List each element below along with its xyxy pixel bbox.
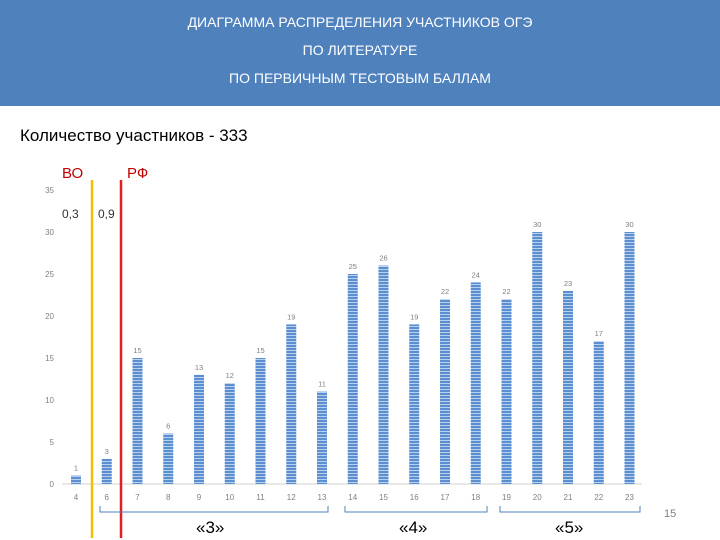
bar bbox=[255, 358, 266, 484]
bar-value-label: 17 bbox=[595, 329, 603, 338]
x-tick-label: 16 bbox=[410, 493, 419, 502]
bar-value-label: 22 bbox=[441, 287, 449, 296]
bar bbox=[224, 383, 235, 484]
bar-value-label: 6 bbox=[166, 422, 170, 431]
participants-count: Количество участников - 333 bbox=[20, 126, 248, 145]
bar bbox=[440, 299, 450, 484]
grade-bracket-3 bbox=[99, 506, 329, 513]
bar bbox=[163, 433, 174, 484]
y-tick-label: 35 bbox=[45, 186, 54, 195]
vo-label: ВО bbox=[62, 165, 83, 182]
bar-value-label: 26 bbox=[379, 254, 387, 263]
x-tick-label: 13 bbox=[318, 493, 327, 502]
vo-value-label: 0,3 bbox=[62, 207, 79, 221]
bar-value-label: 22 bbox=[502, 287, 510, 296]
bar-value-label: 30 bbox=[625, 220, 633, 229]
rf-label: РФ bbox=[127, 165, 148, 182]
x-tick-label: 15 bbox=[379, 493, 388, 502]
x-tick-label: 20 bbox=[533, 493, 542, 502]
bar bbox=[101, 458, 112, 484]
bar-value-label: 15 bbox=[256, 346, 264, 355]
x-tick-label: 6 bbox=[105, 493, 110, 502]
y-tick-label: 0 bbox=[50, 480, 55, 489]
bar-value-label: 12 bbox=[226, 371, 234, 380]
bar bbox=[347, 274, 358, 484]
x-tick-label: 9 bbox=[197, 493, 202, 502]
x-tick-label: 14 bbox=[348, 493, 357, 502]
bar bbox=[132, 358, 143, 484]
bar bbox=[501, 299, 512, 484]
x-tick-label: 17 bbox=[441, 493, 450, 502]
bar bbox=[563, 290, 573, 484]
grade-bracket-4 bbox=[344, 506, 488, 513]
page-number: 15 bbox=[664, 508, 677, 520]
y-tick-label: 10 bbox=[45, 396, 54, 405]
bar-value-label: 23 bbox=[564, 279, 572, 288]
x-tick-label: 7 bbox=[135, 493, 140, 502]
bar bbox=[194, 374, 204, 484]
bar bbox=[409, 324, 420, 484]
grade-bracket-5 bbox=[499, 506, 641, 513]
x-tick-label: 21 bbox=[564, 493, 573, 502]
bar bbox=[470, 282, 481, 484]
bar bbox=[532, 232, 543, 484]
title-line-1: ДИАГРАММА РАСПРЕДЕЛЕНИЯ УЧАСТНИКОВ ОГЭ bbox=[187, 14, 533, 30]
bar-value-label: 19 bbox=[410, 312, 418, 321]
bar bbox=[624, 232, 635, 484]
bar-value-label: 13 bbox=[195, 363, 203, 372]
bar-value-label: 3 bbox=[105, 447, 109, 456]
bar-value-label: 19 bbox=[287, 312, 295, 321]
bar-value-label: 25 bbox=[349, 262, 357, 271]
y-tick-label: 5 bbox=[50, 438, 55, 447]
x-tick-label: 8 bbox=[166, 493, 171, 502]
y-tick-label: 15 bbox=[45, 354, 54, 363]
bar-value-label: 30 bbox=[533, 220, 541, 229]
x-tick-label: 19 bbox=[502, 493, 511, 502]
bar bbox=[593, 341, 604, 484]
grade-label-5: «5» bbox=[555, 518, 584, 537]
bar bbox=[378, 265, 389, 484]
bar-value-label: 15 bbox=[133, 346, 141, 355]
bar bbox=[286, 324, 297, 484]
x-tick-label: 11 bbox=[256, 493, 265, 502]
bar-value-label: 1 bbox=[74, 464, 78, 473]
rf-value-label: 0,9 bbox=[98, 207, 115, 221]
grade-label-3: «3» bbox=[196, 518, 225, 537]
x-tick-label: 4 bbox=[74, 493, 79, 502]
x-tick-label: 18 bbox=[471, 493, 480, 502]
bar-value-label: 24 bbox=[472, 270, 480, 279]
bar bbox=[71, 475, 81, 484]
y-tick-label: 25 bbox=[45, 270, 54, 279]
bar-value-label: 11 bbox=[318, 380, 326, 389]
bar bbox=[317, 391, 327, 484]
title-banner: ДИАГРАММА РАСПРЕДЕЛЕНИЯ УЧАСТНИКОВ ОГЭ П… bbox=[0, 0, 720, 106]
x-tick-label: 22 bbox=[594, 493, 603, 502]
y-tick-label: 20 bbox=[45, 312, 54, 321]
x-tick-label: 12 bbox=[287, 493, 296, 502]
x-tick-label: 10 bbox=[225, 493, 234, 502]
y-tick-label: 30 bbox=[45, 228, 54, 237]
grade-label-4: «4» bbox=[399, 518, 428, 537]
title-line-3: ПО ПЕРВИЧНЫМ ТЕСТОВЫМ БАЛЛАМ bbox=[229, 70, 491, 86]
title-line-2: ПО ЛИТЕРАТУРЕ bbox=[302, 42, 418, 58]
x-tick-label: 23 bbox=[625, 493, 634, 502]
